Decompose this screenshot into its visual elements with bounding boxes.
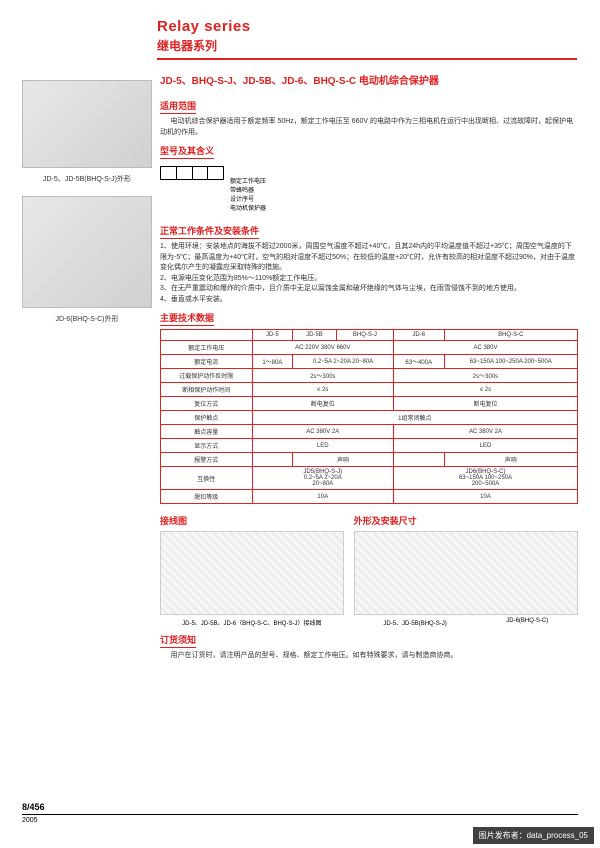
dims-caption-2: JD-6(BHQ-S-C) bbox=[506, 618, 548, 627]
table-row-label: 报警方式 bbox=[161, 453, 253, 467]
table-row-label: 显示方式 bbox=[161, 439, 253, 453]
table-row-label: 过载保护动作反时限 bbox=[161, 369, 253, 383]
table-cell: 2s～300s bbox=[393, 369, 577, 383]
table-cell: AC 380V bbox=[393, 341, 577, 355]
table-header: JD-5 bbox=[252, 330, 293, 341]
header-en: Relay series bbox=[157, 18, 578, 35]
header-zh: 继电器系列 bbox=[157, 37, 578, 54]
table-row-label: 额定电流 bbox=[161, 355, 253, 369]
scope-heading: 适用范围 bbox=[160, 99, 196, 114]
table-cell: AC 380V 2A bbox=[393, 425, 577, 439]
table-cell: 1～80A bbox=[252, 355, 293, 369]
footer-year: 2005 bbox=[22, 817, 578, 824]
table-row-label: 互换性 bbox=[161, 467, 253, 490]
header-rule bbox=[157, 58, 577, 60]
table-row-label: 保护触点 bbox=[161, 411, 253, 425]
spec-table: JD-5JD-5BBHQ-S-JJD-6BHQ-S-C 额定工作电压AC 220… bbox=[160, 329, 578, 504]
table-header: JD-5B bbox=[293, 330, 337, 341]
product-photo-2 bbox=[22, 196, 152, 308]
table-cell: 10A bbox=[393, 490, 577, 504]
table-cell: 断电复位 bbox=[252, 397, 393, 411]
dims-caption-1: JD-5、JD-5B(BHQ-S-J) bbox=[383, 618, 446, 627]
table-cell: JD5(BHQ-S-J) 0.2~5A 2~20A 20~80A bbox=[252, 467, 393, 490]
cond-3: 4、垂直或水平安装。 bbox=[160, 295, 578, 306]
cond-0: 1、使用环境：安装地点的海拔不超过2000米，周围空气温度不超过+40℃，且其2… bbox=[160, 242, 578, 274]
spec-heading: 主要技术数据 bbox=[160, 311, 214, 326]
table-cell: AC 220V 380V 660V bbox=[252, 341, 393, 355]
dims-diagram bbox=[354, 531, 578, 615]
table-header: BHQ-S-C bbox=[444, 330, 577, 341]
table-cell: 0.2~5A 2~20A 20~80A bbox=[293, 355, 394, 369]
conditions-heading: 正常工作条件及安装条件 bbox=[160, 224, 259, 239]
page-number: 8/456 bbox=[22, 802, 578, 812]
table-cell: 63～400A bbox=[393, 355, 444, 369]
watermark: 图片发布者：data_process_05 bbox=[473, 827, 594, 844]
table-header: JD-6 bbox=[393, 330, 444, 341]
table-cell: AC 380V 2A bbox=[252, 425, 393, 439]
table-row-label: 脱扣等级 bbox=[161, 490, 253, 504]
order-text: 用户在订货时，请注明产品的型号、规格、额定工作电压。如有特殊要求，请与制造商协商… bbox=[160, 651, 578, 662]
cond-2: 3、在无严重震动和爆炸的介质中，且介质中无足以腐蚀金属和破坏绝缘的气体与尘埃，在… bbox=[160, 284, 578, 295]
order-heading: 订货须知 bbox=[160, 633, 196, 648]
legend-1: 带蜂鸣器 bbox=[230, 187, 578, 196]
table-cell: 63~150A 100~250A 200~500A bbox=[444, 355, 577, 369]
photo-caption-1: JD-5、JD-5B(BHQ-S-J)外形 bbox=[22, 174, 152, 184]
table-row-label: 额定工作电压 bbox=[161, 341, 253, 355]
dims-heading: 外形及安装尺寸 bbox=[354, 514, 578, 527]
table-cell: JD6(BHQ-S-C) 63~150A 100~250A 200~500A bbox=[393, 467, 577, 490]
wiring-heading: 接线图 bbox=[160, 514, 344, 527]
table-cell: 10A bbox=[252, 490, 393, 504]
wiring-diagram bbox=[160, 531, 344, 615]
product-title: JD-5、BHQ-S-J、JD-5B、JD-6、BHQ-S-C 电动机综合保护器 bbox=[160, 72, 578, 87]
table-cell bbox=[393, 453, 444, 467]
model-diagram: 额定工作电压 带蜂鸣器 设计序号 电动机保护器 bbox=[160, 166, 578, 214]
product-photo-1 bbox=[22, 80, 152, 168]
table-cell: 断电复位 bbox=[393, 397, 577, 411]
table-row-label: 复位方式 bbox=[161, 397, 253, 411]
model-heading: 型号及其含义 bbox=[160, 144, 214, 159]
legend-2: 设计序号 bbox=[230, 196, 578, 205]
table-cell: ≤ 2s bbox=[252, 383, 393, 397]
table-cell bbox=[252, 453, 293, 467]
table-row-label: 断相保护动作时间 bbox=[161, 383, 253, 397]
wiring-caption: JD-5、JD-5B、JD-6（BHQ-S-C、BHQ-S-J）接线图 bbox=[160, 618, 344, 627]
table-header bbox=[161, 330, 253, 341]
scope-text: 电动机综合保护器适用于额定频率 50Hz，额定工作电压至 660V 的电路中作为… bbox=[160, 117, 578, 138]
footer-rule bbox=[22, 814, 578, 815]
table-cell: 1组常闭触点 bbox=[252, 411, 577, 425]
table-cell: LED bbox=[393, 439, 577, 453]
table-cell: 声响 bbox=[293, 453, 394, 467]
table-cell: ≤ 2s bbox=[393, 383, 577, 397]
table-row-label: 触点容量 bbox=[161, 425, 253, 439]
table-cell: 声响 bbox=[444, 453, 577, 467]
legend-3: 电动机保护器 bbox=[230, 205, 578, 214]
table-cell: 2s～300s bbox=[252, 369, 393, 383]
table-cell: LED bbox=[252, 439, 393, 453]
table-header: BHQ-S-J bbox=[336, 330, 393, 341]
photo-caption-2: JD-6(BHQ-S-C)外形 bbox=[22, 314, 152, 324]
legend-0: 额定工作电压 bbox=[230, 178, 578, 187]
cond-1: 2、电源电压变化范围为85%～110%额定工作电压。 bbox=[160, 274, 578, 285]
